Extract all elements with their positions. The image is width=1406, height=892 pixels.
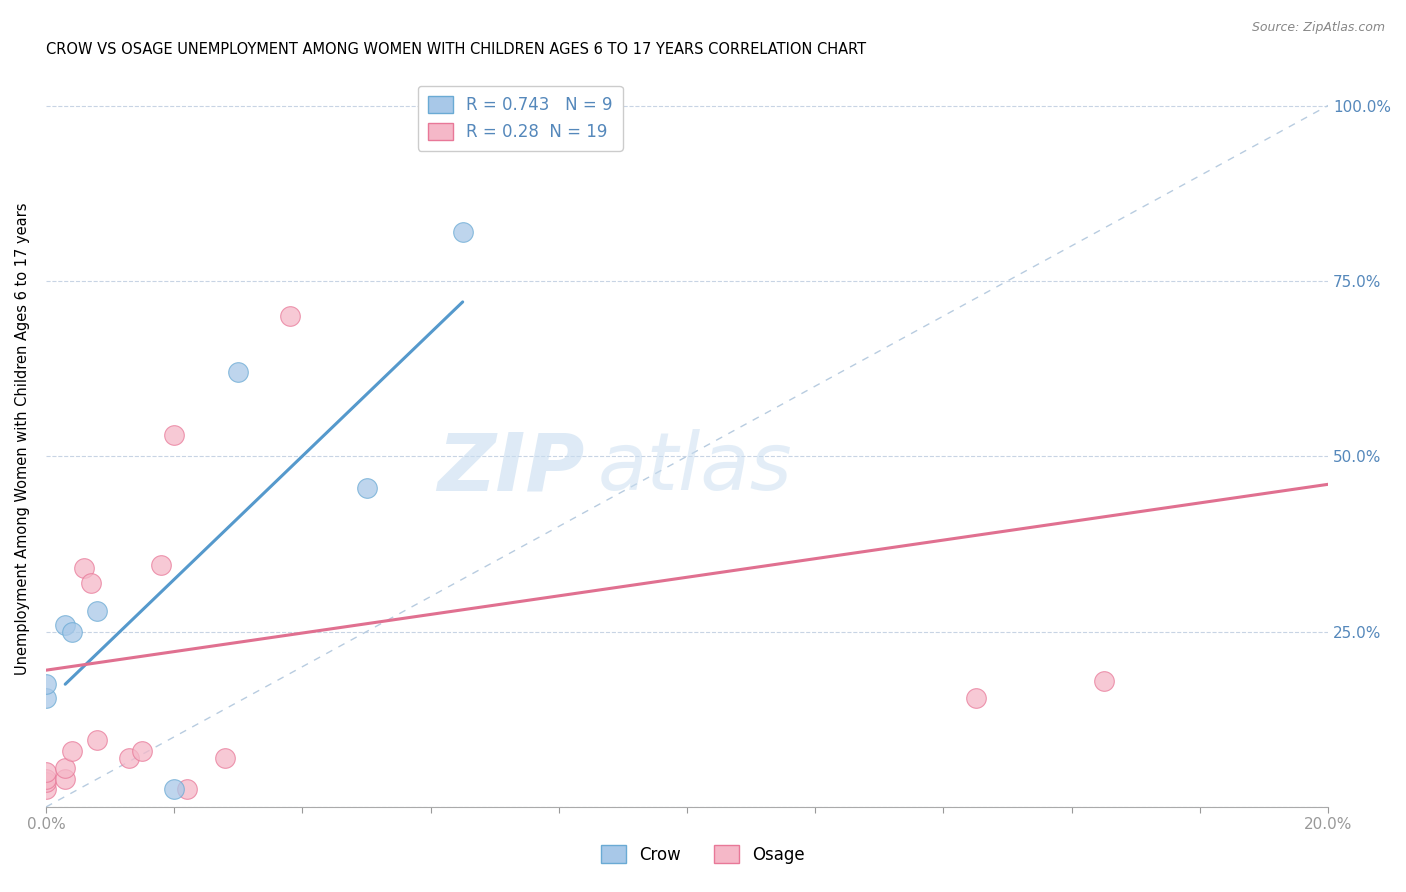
Point [53,761,76,775]
Point [86,603,108,617]
Point [118,751,141,765]
Point [965,691,987,706]
Text: atlas: atlas [598,429,792,508]
Point [176,782,198,797]
Point [214,751,236,765]
Point [80,575,103,590]
Point [451,225,474,239]
Point [35,772,58,786]
Point [73,561,96,575]
Point [35,691,58,706]
Point [53,617,76,632]
Point [53,772,76,786]
Point [1092,673,1115,688]
Point [226,365,249,379]
Point [60,744,83,758]
Text: ZIP: ZIP [437,429,585,508]
Point [356,481,378,495]
Point [35,782,58,797]
Point [35,677,58,691]
Point [163,782,186,797]
Point [278,309,301,323]
Point [35,764,58,779]
Text: CROW VS OSAGE UNEMPLOYMENT AMONG WOMEN WITH CHILDREN AGES 6 TO 17 YEARS CORRELAT: CROW VS OSAGE UNEMPLOYMENT AMONG WOMEN W… [46,42,866,57]
Legend: Crow, Osage: Crow, Osage [595,838,811,871]
Point [60,624,83,639]
Point [150,558,173,572]
Legend: R = 0.743   N = 9, R = 0.28  N = 19: R = 0.743 N = 9, R = 0.28 N = 19 [418,87,623,151]
Point [131,744,153,758]
Point [163,428,186,442]
Text: Source: ZipAtlas.com: Source: ZipAtlas.com [1251,21,1385,34]
Y-axis label: Unemployment Among Women with Children Ages 6 to 17 years: Unemployment Among Women with Children A… [15,202,30,675]
Point [86,733,108,747]
Point [35,775,58,789]
